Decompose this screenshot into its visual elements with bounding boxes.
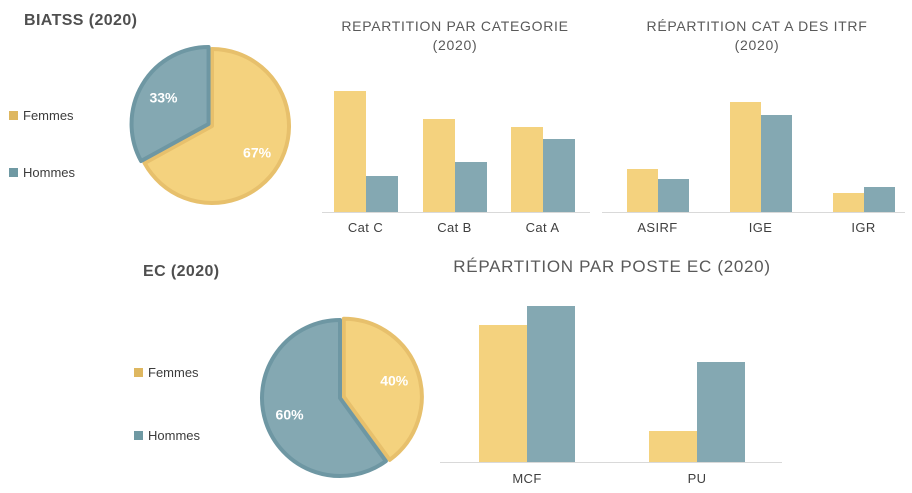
categorie-bar-x-axis	[322, 212, 590, 213]
itrf-chart-title-line1: RÉPARTITION CAT A DES ITRF	[646, 18, 868, 34]
ec-panel-title: EC (2020)	[143, 263, 220, 280]
pie-percent-label-hommes: 60%	[276, 406, 305, 422]
axis-label-igr: IGR	[851, 220, 876, 235]
poste-bar-x-axis	[440, 462, 782, 463]
ec-legend-hommes: Hommes	[134, 428, 200, 443]
pie-slice-hommes	[129, 44, 211, 164]
categorie-chart-title-line1: REPARTITION PAR CATEGORIE	[341, 18, 569, 34]
bar-hommes-cat-c	[365, 176, 398, 212]
bar-hommes-mcf	[527, 306, 575, 462]
pie-percent-label-femmes: 67%	[243, 145, 272, 161]
axis-label-cat-c: Cat C	[347, 220, 384, 235]
bar-femmes-cat-a	[510, 127, 543, 212]
ec-legend-femmes: Femmes	[134, 365, 199, 380]
bar-femmes-igr	[832, 193, 864, 212]
biatss-panel-title: BIATSS (2020)	[24, 12, 138, 29]
bar-hommes-cat-b	[454, 162, 487, 212]
axis-label-cat-a: Cat A	[525, 220, 560, 235]
biatss-legend-hommes: Hommes	[9, 165, 75, 180]
ec-legend-femmes-label: Femmes	[148, 365, 199, 380]
pie-percent-label-hommes: 33%	[149, 89, 178, 105]
poste-chart-title: RÉPARTITION PAR POSTE EC (2020)	[453, 257, 771, 276]
bar-hommes-cat-a	[542, 139, 575, 212]
biatss-pie: 67% 33%	[129, 44, 291, 205]
axis-label-pu: PU	[687, 471, 707, 486]
femmes-legend-swatch-icon	[134, 368, 143, 377]
ec-legend-hommes-label: Hommes	[148, 428, 201, 443]
bar-femmes-mcf	[479, 325, 527, 462]
categorie-chart-title-line2: (2020)	[432, 37, 478, 53]
biatss-legend-femmes-label: Femmes	[23, 108, 74, 123]
bar-femmes-pu	[649, 431, 697, 462]
bar-femmes-ige	[729, 102, 761, 212]
axis-label-mcf: MCF	[512, 471, 542, 486]
hommes-legend-swatch-icon	[134, 431, 143, 440]
hommes-legend-swatch-icon	[9, 168, 18, 177]
axis-label-ige: IGE	[748, 220, 773, 235]
pie-slice-femmes	[341, 316, 424, 462]
pie-percent-label-femmes: 40%	[380, 372, 409, 388]
ec-pie: 40% 60%	[260, 316, 424, 478]
biatss-legend-femmes: Femmes	[9, 108, 74, 123]
pie-slice-femmes	[142, 47, 291, 205]
pie-slice-hommes	[260, 318, 388, 478]
itrf-chart-title-line2: (2020)	[734, 37, 780, 53]
itrf-bar-x-axis	[602, 212, 905, 213]
bar-hommes-igr	[863, 187, 895, 212]
femmes-legend-swatch-icon	[9, 111, 18, 120]
bar-femmes-cat-c	[333, 91, 366, 212]
bar-hommes-asirf	[657, 179, 689, 212]
bar-hommes-pu	[697, 362, 745, 462]
axis-label-asirf: ASIRF	[637, 220, 678, 235]
bar-hommes-ige	[760, 115, 792, 212]
bar-femmes-cat-b	[422, 119, 455, 212]
bar-femmes-asirf	[626, 169, 658, 212]
biatss-legend-hommes-label: Hommes	[23, 165, 76, 180]
axis-label-cat-b: Cat B	[437, 220, 472, 235]
